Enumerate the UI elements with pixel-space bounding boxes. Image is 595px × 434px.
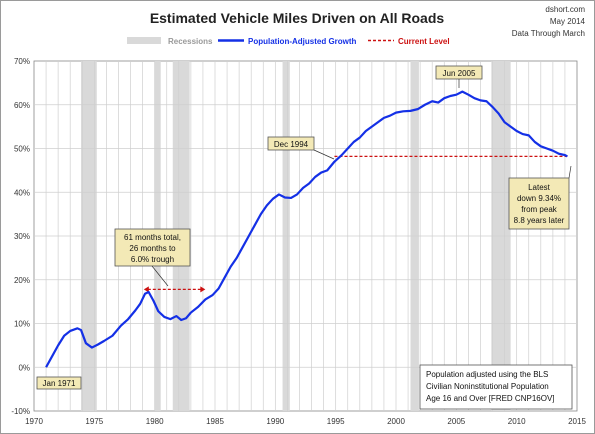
latest-pointer	[568, 165, 572, 179]
y-tick-label: 70%	[14, 57, 30, 66]
note-line3: Age 16 and Over [FRED CNP16OV]	[426, 394, 555, 403]
dec1994-pointer	[313, 149, 335, 160]
x-tick-label: 1985	[206, 417, 224, 426]
trough-callout-line2: 26 months to	[129, 244, 176, 253]
legend-current-label: Current Level	[398, 37, 450, 46]
start-callout: Jan 1971	[36, 376, 82, 390]
reference-lines	[143, 155, 568, 293]
start-callout-text: Jan 1971	[43, 379, 76, 388]
dec1994-callout: Dec 1994	[267, 136, 335, 160]
trough-arrow-right	[200, 286, 206, 293]
trough-arrow-left	[143, 286, 149, 293]
latest-callout-line4: 8.8 years later	[514, 216, 565, 225]
y-tick-label: 10%	[14, 320, 30, 329]
latest-callout-line2: down 9.34%	[517, 194, 561, 203]
legend-series-label: Population-Adjusted Growth	[248, 37, 357, 46]
latest-callout-line1: Latest	[528, 183, 551, 192]
population-note: Population adjusted using the BLS Civili…	[419, 364, 573, 410]
chart-title: Estimated Vehicle Miles Driven on All Ro…	[150, 10, 445, 26]
note-line1: Population adjusted using the BLS	[426, 370, 548, 379]
trough-callout: 61 months total, 26 months to 6.0% troug…	[114, 228, 191, 287]
legend-recessions-label: Recessions	[168, 37, 213, 46]
dec1994-callout-text: Dec 1994	[274, 140, 309, 149]
y-tick-label: 20%	[14, 276, 30, 285]
y-tick-label: 40%	[14, 188, 30, 197]
series-layer	[45, 90, 568, 368]
x-tick-label: 1995	[327, 417, 345, 426]
legend-recession-swatch	[127, 37, 161, 44]
x-tick-label: 1975	[85, 417, 103, 426]
through-label: Data Through March	[512, 29, 585, 38]
x-tick-label: 1980	[146, 417, 164, 426]
y-tick-label: 50%	[14, 145, 30, 154]
trough-callout-line3: 6.0% trough	[131, 255, 174, 264]
x-tick-label: 2015	[568, 417, 586, 426]
x-tick-label: 2000	[387, 417, 405, 426]
axes: 1970 1975 1980 1985 1990 1995 2000 2005 2010 2015…	[11, 57, 586, 426]
trough-pointer	[151, 265, 169, 287]
peak-callout-text: Jun 2005	[443, 69, 476, 78]
latest-callout-line3: from peak	[521, 205, 558, 214]
peak-callout: Jun 2005	[435, 65, 483, 88]
series-line-0	[45, 90, 568, 368]
trough-callout-line1: 61 months total,	[124, 233, 181, 242]
x-tick-label: 2010	[508, 417, 526, 426]
x-tick-label: 2005	[447, 417, 465, 426]
source-label: dshort.com	[545, 5, 585, 14]
x-tick-label: 1990	[266, 417, 284, 426]
date-label: May 2014	[550, 17, 586, 26]
x-tick-label: 1970	[25, 417, 43, 426]
y-tick-label: 60%	[14, 101, 30, 110]
y-tick-label: 0%	[18, 363, 30, 372]
y-tick-label: -10%	[11, 407, 30, 416]
latest-callout: Latest down 9.34% from peak 8.8 years la…	[508, 165, 572, 230]
y-tick-label: 30%	[14, 232, 30, 241]
note-line2: Civilian Noninstitutional Population	[426, 382, 549, 391]
